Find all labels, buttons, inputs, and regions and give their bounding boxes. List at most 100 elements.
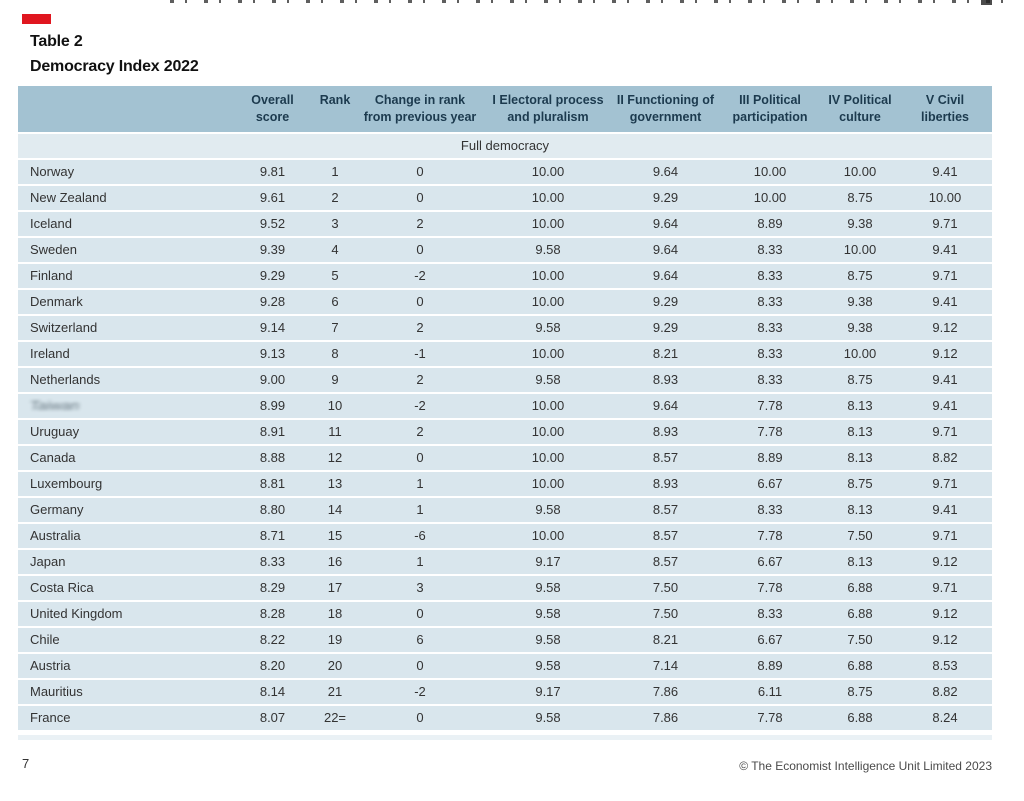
overall-score-cell: 8.07: [232, 705, 313, 732]
change-in-rank-cell: 2: [357, 367, 483, 394]
overall-score-cell: 8.14: [232, 679, 313, 706]
overall-score-cell: 9.81: [232, 159, 313, 186]
civil-liberties-cell: 9.12: [898, 315, 992, 342]
electoral-process-cell: 10.00: [483, 289, 613, 316]
participation-cell: 8.89: [718, 653, 822, 680]
culture-cell: 10.00: [822, 237, 898, 264]
table-row: Austria 8.20 20 0 9.58 7.14 8.89 6.88 8.…: [18, 653, 992, 680]
overall-score-cell: 9.39: [232, 237, 313, 264]
participation-cell: 8.33: [718, 237, 822, 264]
table-row: Mauritius 8.14 21 -2 9.17 7.86 6.11 8.75…: [18, 679, 992, 706]
participation-cell: 7.78: [718, 523, 822, 550]
table-row: Canada 8.88 12 0 10.00 8.57 8.89 8.13 8.…: [18, 445, 992, 472]
country-name: Uruguay: [30, 424, 80, 439]
table-row: New Zealand 9.61 2 0 10.00 9.29 10.00 8.…: [18, 185, 992, 212]
change-in-rank-cell: 0: [357, 653, 483, 680]
table-row: Costa Rica 8.29 17 3 9.58 7.50 7.78 6.88…: [18, 575, 992, 602]
country-name: Japan: [30, 554, 66, 569]
copyright-notice: © The Economist Intelligence Unit Limite…: [739, 759, 992, 773]
electoral-process-cell: 10.00: [483, 159, 613, 186]
participation-cell: 10.00: [718, 185, 822, 212]
country-cell: Taiwan: [18, 393, 232, 420]
functioning-cell: 8.57: [613, 523, 718, 550]
participation-cell: 6.67: [718, 627, 822, 654]
table-row: Netherlands 9.00 9 2 9.58 8.93 8.33 8.75…: [18, 367, 992, 394]
change-in-rank-cell: 2: [357, 211, 483, 238]
overall-score-cell: 8.99: [232, 393, 313, 420]
civil-liberties-cell: 9.41: [898, 289, 992, 316]
democracy-index-table: Overall score Rank Change in rank from p…: [18, 86, 992, 732]
functioning-cell: 9.64: [613, 159, 718, 186]
functioning-cell: 7.86: [613, 679, 718, 706]
functioning-cell: 7.50: [613, 575, 718, 602]
economist-red-brand-bar: [22, 14, 51, 24]
rank-cell: 18: [313, 601, 357, 628]
participation-cell: 8.33: [718, 315, 822, 342]
country-cell: Finland: [18, 263, 232, 290]
table-row: Taiwan 8.99 10 -2 10.00 9.64 7.78 8.13 9…: [18, 393, 992, 420]
participation-cell: 8.33: [718, 289, 822, 316]
country-name: Norway: [30, 164, 75, 179]
country-name: Iceland: [30, 216, 72, 231]
civil-liberties-cell: 9.71: [898, 263, 992, 290]
overall-score-cell: 9.13: [232, 341, 313, 368]
country-name: Finland: [30, 268, 73, 283]
table-row: Australia 8.71 15 -6 10.00 8.57 7.78 7.5…: [18, 523, 992, 550]
country-name: Sweden: [30, 242, 77, 257]
civil-liberties-cell: 9.41: [898, 393, 992, 420]
rank-cell: 6: [313, 289, 357, 316]
participation-cell: 7.78: [718, 575, 822, 602]
header-civil-liberties: V Civil liberties: [898, 86, 992, 134]
civil-liberties-cell: 9.71: [898, 471, 992, 498]
civil-liberties-cell: 9.41: [898, 367, 992, 394]
change-in-rank-cell: 3: [357, 575, 483, 602]
participation-cell: 8.33: [718, 341, 822, 368]
table-row: Iceland 9.52 3 2 10.00 9.64 8.89 9.38 9.…: [18, 211, 992, 238]
participation-cell: 8.89: [718, 445, 822, 472]
culture-cell: 10.00: [822, 159, 898, 186]
page-number: 7: [22, 756, 30, 771]
culture-cell: 8.13: [822, 549, 898, 576]
culture-cell: 9.38: [822, 211, 898, 238]
overall-score-cell: 8.91: [232, 419, 313, 446]
overall-score-cell: 8.33: [232, 549, 313, 576]
civil-liberties-cell: 9.71: [898, 575, 992, 602]
participation-cell: 8.89: [718, 211, 822, 238]
electoral-process-cell: 10.00: [483, 341, 613, 368]
header-row: Overall score Rank Change in rank from p…: [18, 86, 992, 134]
table-row: United Kingdom 8.28 18 0 9.58 7.50 8.33 …: [18, 601, 992, 628]
change-in-rank-cell: 6: [357, 627, 483, 654]
header-overall-score: Overall score: [232, 86, 313, 134]
change-in-rank-cell: 0: [357, 601, 483, 628]
civil-liberties-cell: 9.71: [898, 211, 992, 238]
table-body: Full democracy Norway 9.81 1 0 10.00 9.6…: [18, 133, 992, 732]
rank-cell: 15: [313, 523, 357, 550]
culture-cell: 8.13: [822, 445, 898, 472]
country-name: Ireland: [30, 346, 70, 361]
functioning-cell: 9.64: [613, 393, 718, 420]
country-cell: Norway: [18, 159, 232, 186]
functioning-cell: 9.29: [613, 289, 718, 316]
overall-score-cell: 9.14: [232, 315, 313, 342]
electoral-process-cell: 9.17: [483, 679, 613, 706]
electoral-process-cell: 9.17: [483, 549, 613, 576]
participation-cell: 10.00: [718, 159, 822, 186]
country-cell: Japan: [18, 549, 232, 576]
header-change-in-rank: Change in rank from previous year: [357, 86, 483, 134]
participation-cell: 7.78: [718, 393, 822, 420]
overall-score-cell: 8.80: [232, 497, 313, 524]
country-cell: United Kingdom: [18, 601, 232, 628]
cropped-text-artifact: [170, 0, 1005, 3]
culture-cell: 8.13: [822, 419, 898, 446]
table-row: Uruguay 8.91 11 2 10.00 8.93 7.78 8.13 9…: [18, 419, 992, 446]
functioning-cell: 8.93: [613, 471, 718, 498]
rank-cell: 19: [313, 627, 357, 654]
country-cell: Mauritius: [18, 679, 232, 706]
civil-liberties-cell: 9.71: [898, 419, 992, 446]
rank-cell: 11: [313, 419, 357, 446]
title-block: Table 2 Democracy Index 2022: [30, 33, 199, 76]
country-cell: Austria: [18, 653, 232, 680]
country-cell: Netherlands: [18, 367, 232, 394]
change-in-rank-cell: -6: [357, 523, 483, 550]
